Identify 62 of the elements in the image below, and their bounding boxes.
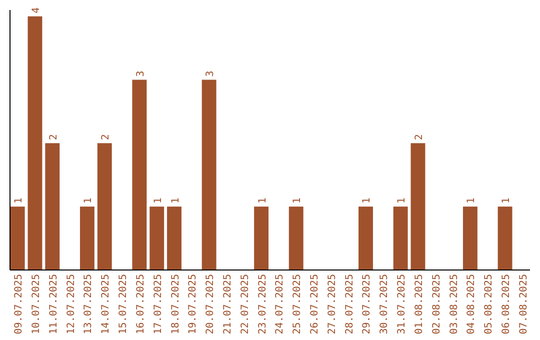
x-tick-label: 02.08.2025: [431, 274, 442, 334]
x-tick-label: 13.07.2025: [83, 274, 94, 334]
x-tick-label: 14.07.2025: [100, 274, 112, 334]
data-label: 1: [152, 198, 164, 204]
x-tick-label: 30.07.2025: [379, 274, 390, 334]
bar: [462, 206, 478, 270]
data-label: 1: [501, 198, 512, 204]
data-label: 1: [14, 198, 25, 204]
x-tick-label: 16.07.2025: [135, 274, 146, 334]
x-tick-label: 20.07.2025: [205, 274, 216, 334]
x-tick-label: 26.07.2025: [310, 274, 321, 334]
bar: [97, 143, 112, 270]
x-tick-label: 01.08.2025: [414, 274, 425, 334]
x-tick-label: 11.07.2025: [48, 274, 60, 334]
x-tick-label: 17.07.2025: [152, 274, 164, 334]
x-tick-label: 06.08.2025: [501, 274, 512, 334]
x-tick-label: 07.08.2025: [518, 274, 530, 334]
bar: [167, 206, 182, 270]
bar: [358, 206, 373, 270]
bar: [45, 143, 60, 270]
bar: [150, 206, 164, 270]
data-label: 4: [30, 7, 42, 14]
bar: [254, 206, 269, 270]
x-tick-label: 10.07.2025: [30, 274, 42, 334]
bar: [410, 143, 426, 270]
x-tick-label: 09.07.2025: [14, 274, 25, 334]
x-tick-label: 21.07.2025: [222, 274, 234, 334]
x-tick-label: 04.08.2025: [466, 274, 478, 334]
data-label: 1: [362, 198, 373, 204]
x-tick-label: 29.07.2025: [362, 274, 373, 334]
x-tick-label: 28.07.2025: [344, 274, 356, 334]
x-tick-label: 03.08.2025: [448, 274, 460, 334]
data-label: 1: [83, 198, 94, 204]
bar: [393, 206, 408, 270]
data-label: 1: [170, 198, 182, 204]
data-label: 2: [414, 134, 425, 140]
data-label: 3: [205, 70, 216, 77]
x-tick-label: 25.07.2025: [292, 274, 304, 334]
bar: [80, 206, 94, 270]
x-tick-label: 23.07.2025: [257, 274, 268, 334]
data-label: 2: [48, 134, 60, 140]
bar: [498, 206, 512, 270]
bar: [28, 16, 42, 270]
x-tick-label: 05.08.2025: [484, 274, 495, 334]
bar: [202, 80, 216, 270]
data-label: 1: [292, 198, 304, 204]
x-tick-label: 12.07.2025: [66, 274, 77, 334]
data-label: 2: [100, 134, 112, 140]
data-label: 1: [466, 198, 478, 204]
data-label: 1: [257, 198, 268, 204]
x-tick-label: 19.07.2025: [188, 274, 199, 334]
bar: [132, 80, 147, 270]
x-tick-label: 27.07.2025: [326, 274, 338, 334]
x-tick-label: 22.07.2025: [240, 274, 251, 334]
x-tick-label: 15.07.2025: [118, 274, 130, 334]
data-label: 1: [396, 198, 408, 204]
bar: [10, 206, 25, 270]
x-tick-label: 18.07.2025: [170, 274, 182, 334]
bar: [288, 206, 304, 270]
data-label: 3: [135, 70, 146, 77]
x-tick-label: 24.07.2025: [274, 274, 286, 334]
x-tick-label: 31.07.2025: [396, 274, 408, 334]
